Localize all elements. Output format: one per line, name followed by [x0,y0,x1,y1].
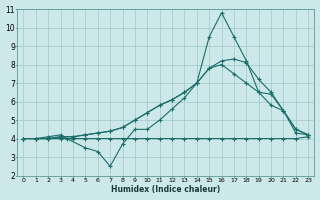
X-axis label: Humidex (Indice chaleur): Humidex (Indice chaleur) [111,185,220,194]
